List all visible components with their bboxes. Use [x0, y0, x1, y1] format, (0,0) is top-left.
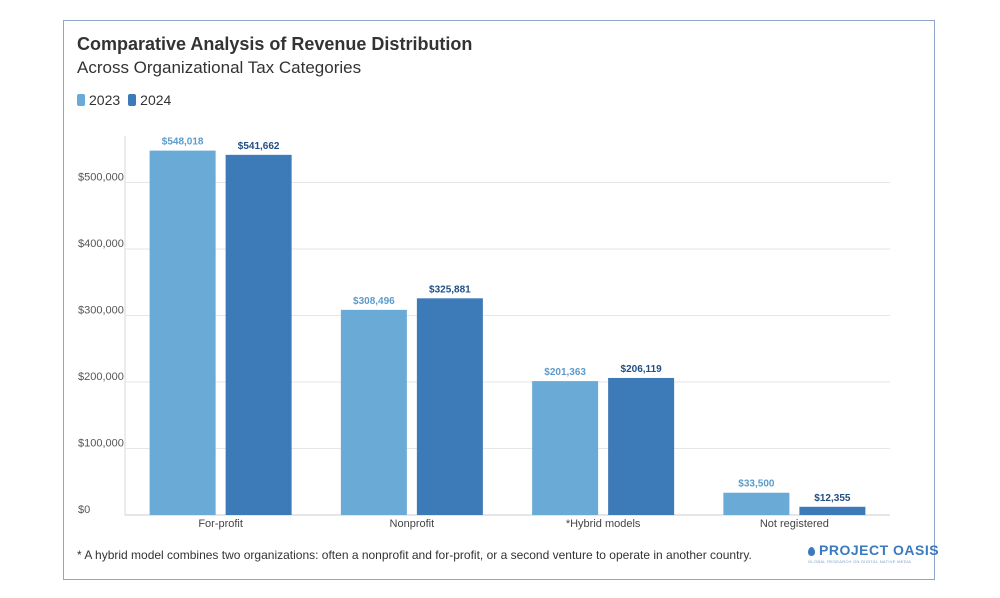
water-drop-icon: [808, 546, 815, 556]
x-tick-label: Nonprofit: [390, 518, 435, 530]
data-label: $201,363: [544, 367, 586, 378]
data-label: $308,496: [353, 296, 395, 307]
chart-subtitle: Across Organizational Tax Categories: [77, 58, 362, 77]
y-tick-label: $100,000: [78, 438, 124, 450]
y-tick-label: $200,000: [78, 371, 124, 383]
footnote: * A hybrid model combines two organizati…: [77, 548, 752, 562]
legend-label-2024: 2024: [140, 92, 172, 108]
logo-name: PROJECT OASIS: [819, 542, 940, 558]
legend-swatch-2024: [128, 94, 137, 106]
y-tick-label: $500,000: [78, 172, 124, 184]
chart-title: Comparative Analysis of Revenue Distribu…: [77, 34, 473, 54]
legend-item-2023: 2023: [77, 92, 120, 108]
data-label: $12,355: [814, 493, 851, 504]
data-label: $548,018: [162, 137, 204, 148]
legend-label-2023: 2023: [89, 92, 121, 108]
logo-tagline: GLOBAL RESEARCH ON DIGITAL NATIVE MEDIA: [808, 559, 912, 564]
data-label: $206,119: [621, 364, 663, 375]
y-tick-label: $400,000: [78, 238, 124, 250]
bar-2024-2: [608, 377, 675, 515]
bar-2024-3: [799, 506, 866, 515]
bar-2023-0: [149, 150, 216, 516]
bar-2023-1: [340, 309, 407, 515]
data-label: $33,500: [738, 479, 775, 490]
x-tick-label: Not registered: [760, 518, 829, 530]
project-oasis-logo: PROJECT OASIS GLOBAL RESEARCH ON DIGITAL…: [808, 542, 939, 564]
bar-2024-1: [416, 298, 483, 515]
logo-wordmark: PROJECT OASIS: [808, 542, 939, 558]
legend-swatch-2023: [77, 94, 85, 106]
data-label: $541,662: [238, 141, 280, 152]
data-label: $325,881: [429, 284, 471, 295]
bar-2023-2: [532, 381, 599, 515]
y-tick-label: $0: [78, 504, 90, 516]
x-tick-label: For-profit: [198, 518, 243, 530]
y-tick-label: $300,000: [78, 305, 124, 317]
legend: 2023 2024: [77, 92, 179, 108]
bar-2023-3: [723, 492, 790, 515]
legend-item-2024: 2024: [128, 92, 171, 108]
x-tick-label: *Hybrid models: [566, 518, 641, 530]
bar-2024-0: [225, 154, 292, 515]
